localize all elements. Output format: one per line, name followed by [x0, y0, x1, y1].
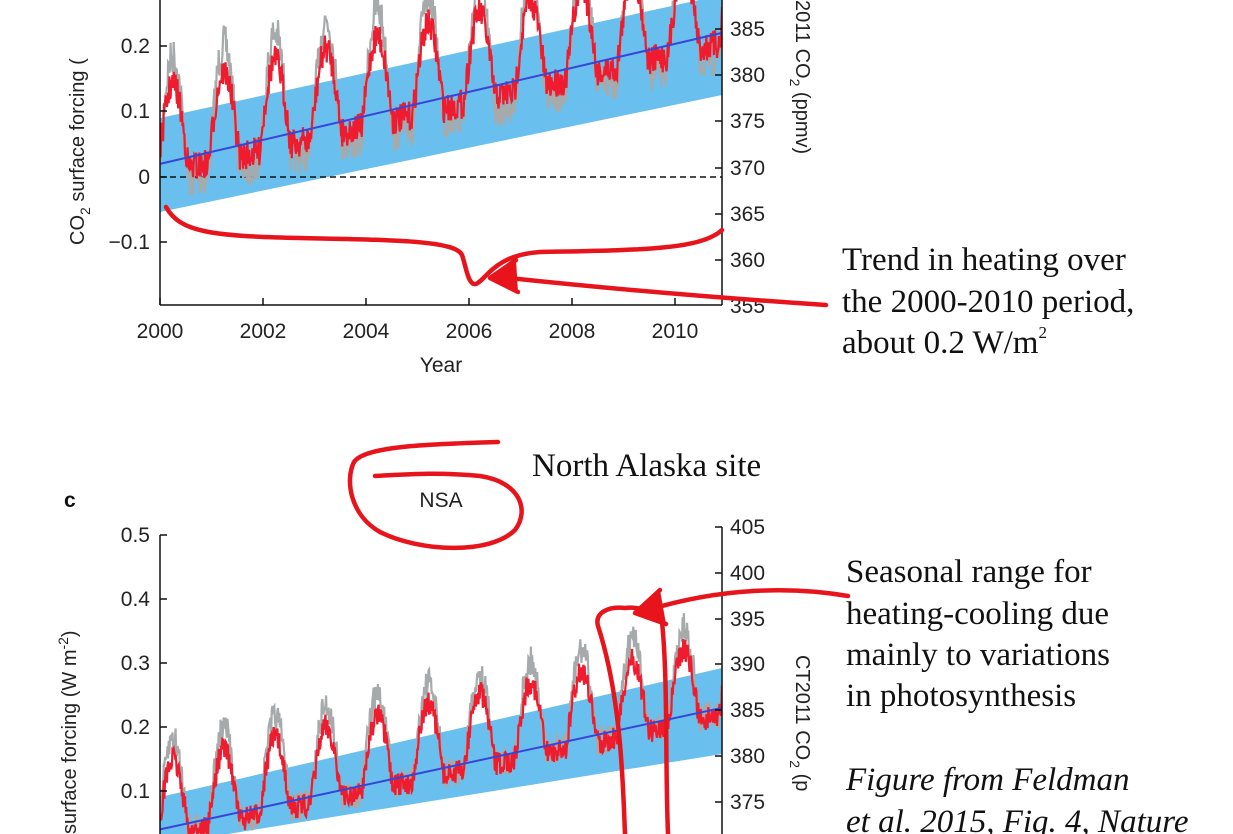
- bottom-right-axis-label: CT2011 CO2 (p: [787, 655, 813, 791]
- bottom-panel-title-nsa: NSA: [419, 489, 462, 512]
- annotation-texts: Trend in heating over the 2000-2010 peri…: [532, 242, 1189, 834]
- top-x-ticks: [159, 298, 676, 305]
- top-y-tick-0: 0: [138, 166, 150, 189]
- site-note: North Alaska site: [532, 448, 761, 484]
- seasonal-note-line-2: heating-cooling due: [846, 596, 1109, 632]
- trend-arrow-head: [487, 257, 521, 295]
- top-y-tick-0.2: 0.2: [121, 35, 150, 58]
- top-right-tick-375: 375: [730, 110, 765, 133]
- seasonal-note-line-4: in photosynthesis: [846, 678, 1076, 714]
- figure-credit-line-1: Figure from Feldman: [845, 762, 1130, 798]
- bottom-y-tick-0.3: 0.3: [121, 652, 150, 675]
- top-left-axis-label: CO2 surface forcing (: [67, 58, 93, 245]
- top-x-tick-2010: 2010: [652, 320, 699, 343]
- top-right-tick-380: 380: [730, 64, 765, 87]
- top-y-tick-0.1: 0.1: [121, 100, 150, 123]
- top-trend-line: [159, 31, 723, 165]
- bottom-right-tick-380: 380: [730, 745, 765, 768]
- seasonal-circle-mark: [595, 605, 671, 834]
- top-x-tick-2000: 2000: [137, 320, 184, 343]
- bottom-right-ticks: [715, 526, 722, 803]
- seasonal-note-line-1: Seasonal range for: [846, 554, 1092, 590]
- hand-annotations: [163, 204, 851, 834]
- trend-note-line-1: Trend in heating over: [842, 242, 1126, 278]
- bottom-left-axis-label: surface forcing (W m-2): [55, 630, 81, 834]
- top-right-axis-label: 2011 CO2 (ppmv): [787, 0, 813, 154]
- seasonal-note-line-3: mainly to variations: [846, 637, 1110, 673]
- bottom-right-tick-405: 405: [730, 516, 765, 539]
- bottom-right-tick-375: 375: [730, 791, 765, 814]
- top-x-tick-2008: 2008: [549, 320, 596, 343]
- bottom-red-series-line: [160, 638, 722, 834]
- top-right-ticks: [715, 28, 722, 261]
- bottom-y-tick-0.1: 0.1: [121, 780, 150, 803]
- top-red-series-line: [160, 0, 722, 179]
- bottom-y-tick-0.4: 0.4: [121, 588, 151, 611]
- trend-arrow-line: [497, 274, 829, 308]
- seasonal-arrow-line: [645, 588, 851, 613]
- bottom-chart-panel: c NSA 0.5 0.4 0.3 0.2 0.1 surface forcin…: [55, 489, 813, 834]
- seasonal-arrow-head: [632, 587, 669, 627]
- panel-label-c: c: [64, 489, 76, 512]
- top-right-tick-360: 360: [730, 249, 765, 272]
- top-right-tick-385: 385: [730, 18, 765, 41]
- bottom-y-tick-0.5: 0.5: [121, 524, 150, 547]
- trend-note-line-3: about 0.2 W/m2: [842, 323, 1047, 361]
- top-right-tick-370: 370: [730, 157, 765, 180]
- trend-note-line-2: the 2000-2010 period,: [842, 284, 1134, 320]
- figure-credit-line-2: et al. 2015, Fig. 4, Nature: [846, 804, 1189, 834]
- top-left-ticks: [160, 45, 167, 243]
- top-y-tick-minus-0.1: −0.1: [109, 231, 150, 254]
- bottom-right-tick-395: 395: [730, 608, 765, 631]
- bottom-left-ticks: [160, 534, 167, 792]
- trend-brace-mark: [163, 204, 725, 287]
- top-chart-panel: 2000 2002 2004 2006 2008 2010 Year 0.2 0…: [67, 0, 813, 377]
- top-x-axis-label: Year: [420, 354, 462, 377]
- top-x-tick-2002: 2002: [240, 320, 287, 343]
- top-x-tick-2004: 2004: [343, 320, 390, 343]
- nsa-circle-mark: [347, 439, 524, 551]
- bottom-y-tick-0.2: 0.2: [121, 716, 150, 739]
- top-x-tick-2006: 2006: [446, 320, 493, 343]
- bottom-right-tick-400: 400: [730, 562, 765, 585]
- bottom-right-tick-390: 390: [730, 653, 765, 676]
- bottom-trend-line: [159, 706, 723, 831]
- bottom-gray-series-line: [160, 613, 722, 834]
- bottom-right-tick-385: 385: [730, 699, 765, 722]
- top-right-tick-365: 365: [730, 203, 765, 226]
